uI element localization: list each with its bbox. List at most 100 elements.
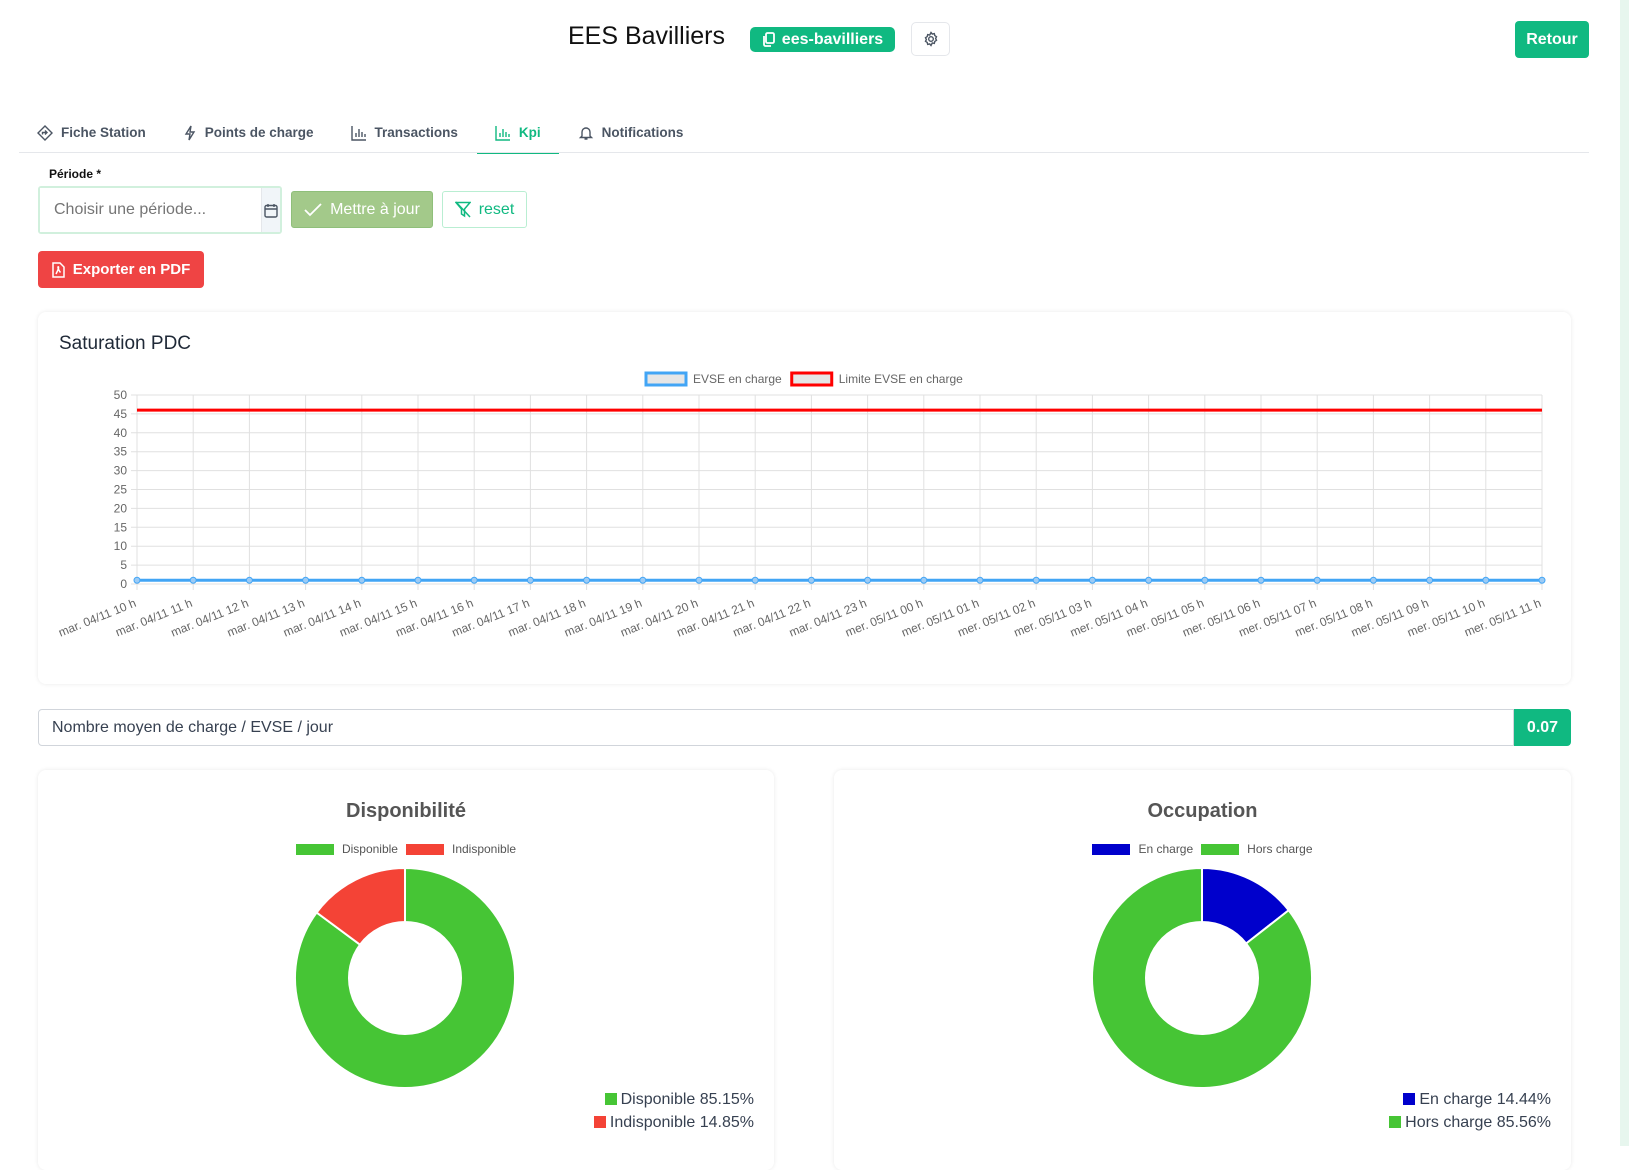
lightning-icon bbox=[184, 125, 196, 140]
data-point bbox=[807, 576, 815, 584]
legend-item[interactable]: En charge bbox=[1092, 842, 1193, 856]
period-label: Période * bbox=[49, 167, 102, 181]
tab-transactions[interactable]: Transactions bbox=[350, 112, 476, 153]
filter-off-icon bbox=[454, 201, 471, 218]
availability-title: Disponibilité bbox=[346, 800, 466, 822]
data-point bbox=[1088, 576, 1096, 584]
donut-slice bbox=[315, 866, 406, 947]
pdf-file-icon bbox=[51, 261, 65, 278]
data-point bbox=[751, 576, 759, 584]
data-point bbox=[695, 576, 703, 584]
percent-label: En charge 14.44% bbox=[1419, 1091, 1551, 1108]
percent-label: Disponible 85.15% bbox=[620, 1091, 754, 1108]
page-title: EES Bavilliers bbox=[568, 22, 725, 50]
period-input[interactable] bbox=[40, 188, 261, 232]
tab-label: Fiche Station bbox=[61, 125, 146, 140]
tab-label: Notifications bbox=[601, 125, 684, 140]
tab-fiche-station[interactable]: Fiche Station bbox=[37, 112, 164, 153]
label-swatch bbox=[1389, 1116, 1402, 1128]
y-tick-label: 15 bbox=[114, 520, 128, 534]
legend-label: Limite EVSE en charge bbox=[839, 372, 963, 386]
legend-swatch bbox=[295, 843, 334, 855]
legend-label: EVSE en charge bbox=[693, 372, 782, 386]
y-tick-label: 0 bbox=[120, 577, 127, 591]
tab-label: Kpi bbox=[518, 125, 541, 140]
data-point bbox=[302, 576, 310, 584]
occupation-legend: En charge Hors charge bbox=[834, 842, 1571, 856]
legend-swatch bbox=[405, 843, 444, 855]
tab-points-de-charge[interactable]: Points de charge bbox=[183, 112, 332, 153]
data-point bbox=[639, 576, 647, 584]
occupation-title: Occupation bbox=[1147, 800, 1258, 822]
legend-item[interactable]: Hors charge bbox=[1201, 842, 1313, 856]
update-button[interactable]: Mettre à jour bbox=[291, 191, 433, 228]
legend-item[interactable]: Disponible bbox=[295, 842, 398, 856]
donut-slice bbox=[294, 866, 516, 1089]
reset-label: reset bbox=[478, 200, 515, 218]
legend-swatch bbox=[1201, 843, 1240, 855]
legend-label: En charge bbox=[1138, 842, 1194, 856]
calendar-icon bbox=[264, 203, 278, 218]
y-tick-label: 45 bbox=[114, 407, 128, 421]
calendar-button[interactable] bbox=[261, 188, 280, 232]
back-button[interactable]: Retour bbox=[1515, 21, 1589, 58]
tab-kpi[interactable]: Kpi bbox=[476, 112, 559, 154]
occupation-donut bbox=[1091, 866, 1313, 1089]
data-point bbox=[358, 576, 366, 584]
percent-label: Hors charge 85.56% bbox=[1405, 1114, 1551, 1131]
availability-card: Disponibilité Disponible Indisponible Di… bbox=[38, 770, 774, 1170]
export-pdf-button[interactable]: Exporter en PDF bbox=[38, 251, 204, 288]
check-icon bbox=[304, 202, 322, 216]
data-point bbox=[133, 576, 141, 584]
gear-icon bbox=[924, 31, 937, 47]
data-point bbox=[1482, 576, 1490, 584]
label-swatch bbox=[1403, 1093, 1416, 1105]
tab-label: Transactions bbox=[374, 125, 458, 140]
legend-swatch bbox=[1092, 843, 1131, 855]
y-tick-label: 20 bbox=[114, 501, 128, 515]
bar-chart-icon bbox=[495, 125, 510, 141]
percent-label: Indisponible 14.85% bbox=[609, 1114, 754, 1131]
donut-slice bbox=[1091, 866, 1313, 1089]
bell-icon bbox=[578, 126, 593, 140]
y-tick-label: 5 bbox=[120, 558, 127, 572]
data-point bbox=[1257, 576, 1265, 584]
y-tick-label: 50 bbox=[114, 388, 128, 402]
tab-notifications[interactable]: Notifications bbox=[578, 112, 702, 153]
data-point bbox=[864, 576, 872, 584]
data-point bbox=[583, 576, 591, 584]
station-id-text: ees-bavilliers bbox=[781, 30, 884, 48]
legend-item[interactable]: Indisponible bbox=[405, 842, 516, 856]
y-tick-label: 10 bbox=[114, 539, 128, 553]
data-point bbox=[976, 576, 984, 584]
data-point bbox=[1201, 576, 1209, 584]
y-tick-label: 25 bbox=[114, 483, 128, 497]
period-field bbox=[38, 186, 282, 234]
bar-chart-icon bbox=[350, 125, 366, 141]
data-point bbox=[1313, 576, 1321, 584]
occupation-labels: En charge 14.44% Hors charge 85.56% bbox=[1389, 1088, 1551, 1134]
legend-label: Disponible bbox=[341, 842, 398, 856]
kpi-label: Nombre moyen de charge / EVSE / jour bbox=[38, 709, 1514, 746]
export-label: Exporter en PDF bbox=[72, 261, 191, 278]
station-id-badge[interactable]: ees-bavilliers bbox=[750, 27, 895, 52]
settings-button[interactable] bbox=[911, 22, 950, 56]
data-point bbox=[189, 576, 197, 584]
data-point bbox=[1145, 576, 1153, 584]
legend-swatch bbox=[790, 371, 834, 387]
data-point bbox=[1426, 576, 1434, 584]
y-tick-label: 35 bbox=[114, 445, 128, 459]
legend-swatch bbox=[644, 371, 688, 387]
label-swatch bbox=[604, 1093, 617, 1105]
reset-button[interactable]: reset bbox=[442, 191, 527, 228]
availability-legend: Disponible Indisponible bbox=[38, 842, 774, 856]
data-point bbox=[1369, 576, 1377, 584]
occupation-card: Occupation En charge Hors charge En char… bbox=[834, 770, 1571, 1170]
y-tick-label: 40 bbox=[114, 426, 128, 440]
label-swatch bbox=[593, 1116, 606, 1128]
data-point bbox=[470, 576, 478, 584]
tab-divider bbox=[19, 152, 1589, 153]
kpi-value: 0.07 bbox=[1514, 709, 1571, 746]
kpi-average-charges: Nombre moyen de charge / EVSE / jour 0.0… bbox=[38, 709, 1571, 746]
